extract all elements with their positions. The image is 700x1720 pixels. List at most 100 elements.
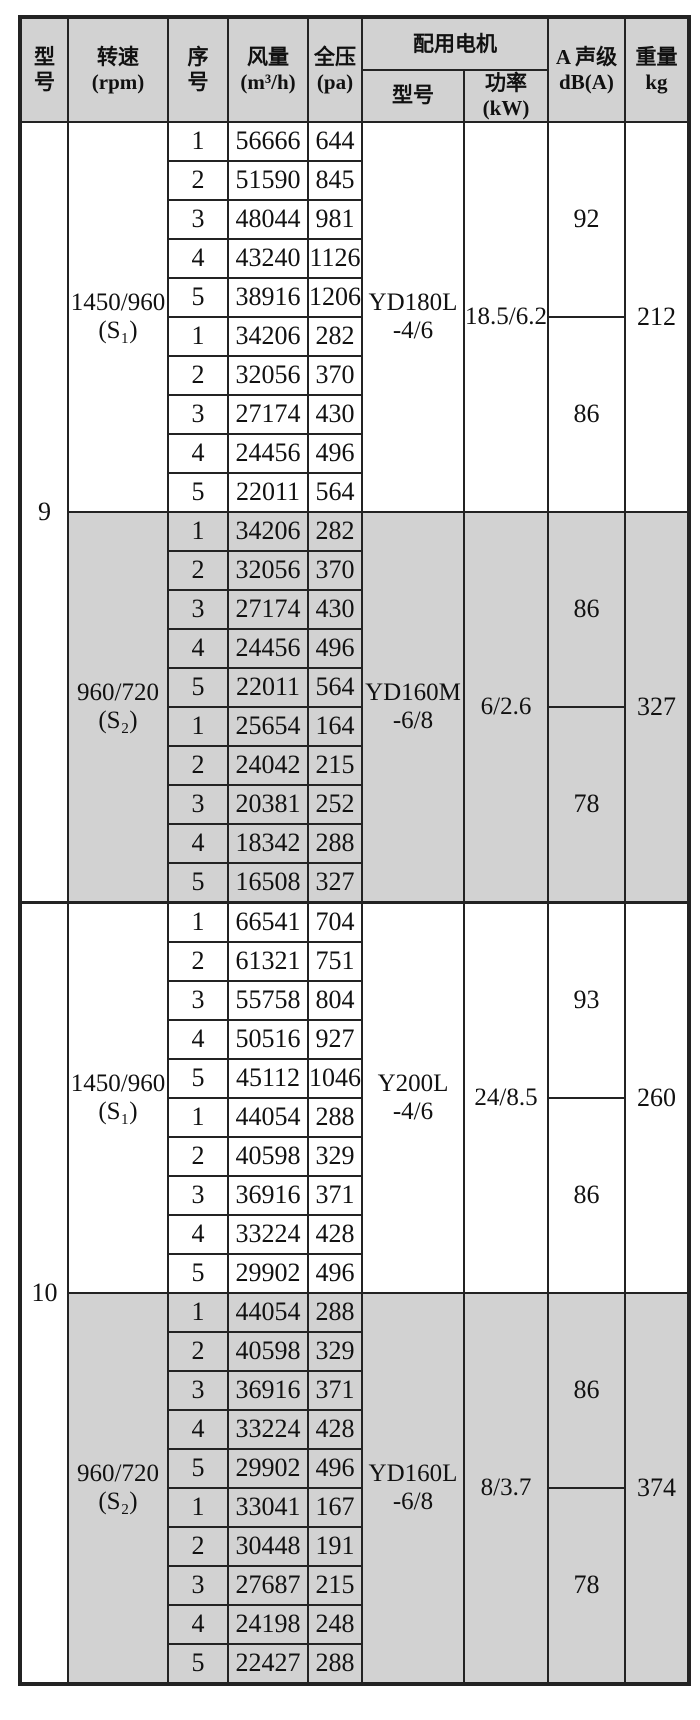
table-row: 2 32056 370 <box>20 549 689 591</box>
airflow-cell: 24456 <box>227 432 309 474</box>
noise-cell: 86 <box>546 1096 626 1294</box>
airflow-cell: 32056 <box>227 354 309 396</box>
pressure-cell: 329 <box>307 1330 363 1372</box>
motor-model-cell: YD180L -4/6 <box>361 120 465 513</box>
noise-cell: 92 <box>546 120 626 318</box>
pressure-cell: 164 <box>307 705 363 747</box>
pressure-cell: 252 <box>307 783 363 825</box>
table-row: 2 40598 329 <box>20 1135 689 1177</box>
table-row: 5 38916 1206 <box>20 276 689 318</box>
table-row: 4 24456 496 <box>20 627 689 669</box>
index-cell: 4 <box>167 1603 229 1645</box>
index-cell: 2 <box>167 744 229 786</box>
index-cell: 4 <box>167 1408 229 1450</box>
airflow-cell: 51590 <box>227 159 309 201</box>
pressure-cell: 1046 <box>307 1057 363 1099</box>
index-cell: 3 <box>167 979 229 1021</box>
index-cell: 2 <box>167 1330 229 1372</box>
index-cell: 5 <box>167 1057 229 1099</box>
speed-cell: 960/720 (S₂) <box>67 1291 169 1685</box>
pressure-cell: 371 <box>307 1369 363 1411</box>
airflow-cell: 22011 <box>227 666 309 708</box>
pressure-cell: 496 <box>307 432 363 474</box>
table-body: 9 1450/960 (S₁) 1 56666 644 YD180L -4/6 18.5/6… <box>19 120 690 1685</box>
table-row: 4 24198 248 <box>20 1603 689 1645</box>
airflow-cell: 50516 <box>227 1018 309 1060</box>
header-motor-group: 配用电机 <box>361 16 549 71</box>
table-row: 1 44054 288 86 <box>20 1096 689 1294</box>
index-cell: 1 <box>167 1096 229 1138</box>
airflow-cell: 55758 <box>227 979 309 1021</box>
weight-cell: 212 <box>623 120 690 513</box>
pressure-cell: 1206 <box>307 276 363 318</box>
header-motor-model: 型号 <box>361 69 465 123</box>
airflow-cell: 40598 <box>227 1330 309 1372</box>
table-row: 2 40598 329 <box>20 1330 689 1372</box>
fan-spec-table: 型 号 转速 (rpm) 序 号 风量 (m³/h) 全压 (pa) 配用电机 … <box>18 15 691 1686</box>
table-row: 5 29902 496 <box>20 1252 689 1294</box>
index-cell: 1 <box>167 120 229 162</box>
table-row: 2 24042 215 <box>20 744 689 786</box>
index-cell: 3 <box>167 783 229 825</box>
airflow-cell: 48044 <box>227 198 309 240</box>
motor-model-cell: Y200L -4/6 <box>361 900 465 1294</box>
table-row: 2 51590 845 <box>20 159 689 201</box>
airflow-cell: 34206 <box>227 510 309 552</box>
header-model: 型 号 <box>19 16 69 123</box>
index-cell: 1 <box>167 1291 229 1333</box>
scanned-document-page: 型 号 转速 (rpm) 序 号 风量 (m³/h) 全压 (pa) 配用电机 … <box>0 15 700 1720</box>
table-row: 4 24456 496 <box>20 432 689 474</box>
airflow-cell: 22427 <box>227 1642 309 1685</box>
airflow-cell: 29902 <box>227 1447 309 1489</box>
noise-cell: 86 <box>546 1291 626 1489</box>
table-row: 4 33224 428 <box>20 1213 689 1255</box>
pressure-cell: 1126 <box>307 237 363 279</box>
speed-cell: 960/720 (S₂) <box>67 510 169 904</box>
table-row: 960/720 (S₂) 1 34206 282 YD160M -6/8 6/2.6 86 3… <box>20 510 690 904</box>
pressure-cell: 167 <box>307 1486 363 1528</box>
airflow-cell: 33224 <box>227 1408 309 1450</box>
table-row: 1 33041 167 78 <box>20 1486 689 1685</box>
airflow-cell: 25654 <box>227 705 309 747</box>
table-row: 10 1450/960 (S₁) 1 66541 704 Y200L -4/6 24/8.5… <box>19 900 690 1685</box>
table-row: 3 55758 804 <box>20 979 689 1021</box>
pressure-cell: 288 <box>307 1642 363 1685</box>
table-row: 3 20381 252 <box>20 783 689 825</box>
header-pressure: 全压 (pa) <box>307 16 363 123</box>
index-cell: 5 <box>167 1447 229 1489</box>
model-cell: 9 <box>19 120 69 904</box>
table-row: 5 16508 327 <box>20 861 689 904</box>
airflow-cell: 22011 <box>227 471 309 513</box>
pressure-cell: 329 <box>307 1135 363 1177</box>
airflow-cell: 61321 <box>227 940 309 982</box>
airflow-cell: 24198 <box>227 1603 309 1645</box>
table-row: 2 30448 191 <box>20 1525 689 1567</box>
pressure-cell: 496 <box>307 1252 363 1294</box>
motor-model-cell: YD160L -6/8 <box>361 1291 465 1685</box>
airflow-cell: 36916 <box>227 1369 309 1411</box>
weight-cell: 327 <box>623 510 690 904</box>
table-header: 型 号 转速 (rpm) 序 号 风量 (m³/h) 全压 (pa) 配用电机 … <box>19 16 690 123</box>
index-cell: 1 <box>167 705 229 747</box>
index-cell: 5 <box>167 861 229 904</box>
table-row: 5 45112 1046 <box>20 1057 689 1099</box>
noise-cell: 78 <box>546 1486 626 1685</box>
motor-power-cell: 18.5/6.2 <box>463 120 549 513</box>
header-noise: A 声级 dB(A) <box>546 16 626 123</box>
pressure-cell: 215 <box>307 744 363 786</box>
airflow-cell: 27174 <box>227 588 309 630</box>
pressure-cell: 496 <box>307 1447 363 1489</box>
noise-cell: 78 <box>546 705 626 904</box>
pressure-cell: 704 <box>307 900 363 943</box>
pressure-cell: 430 <box>307 393 363 435</box>
noise-cell: 86 <box>546 315 626 513</box>
pressure-cell: 496 <box>307 627 363 669</box>
index-cell: 2 <box>167 549 229 591</box>
airflow-cell: 36916 <box>227 1174 309 1216</box>
airflow-cell: 27687 <box>227 1564 309 1606</box>
pressure-cell: 327 <box>307 861 363 904</box>
pressure-cell: 804 <box>307 979 363 1021</box>
index-cell: 3 <box>167 1564 229 1606</box>
airflow-cell: 45112 <box>227 1057 309 1099</box>
pressure-cell: 927 <box>307 1018 363 1060</box>
